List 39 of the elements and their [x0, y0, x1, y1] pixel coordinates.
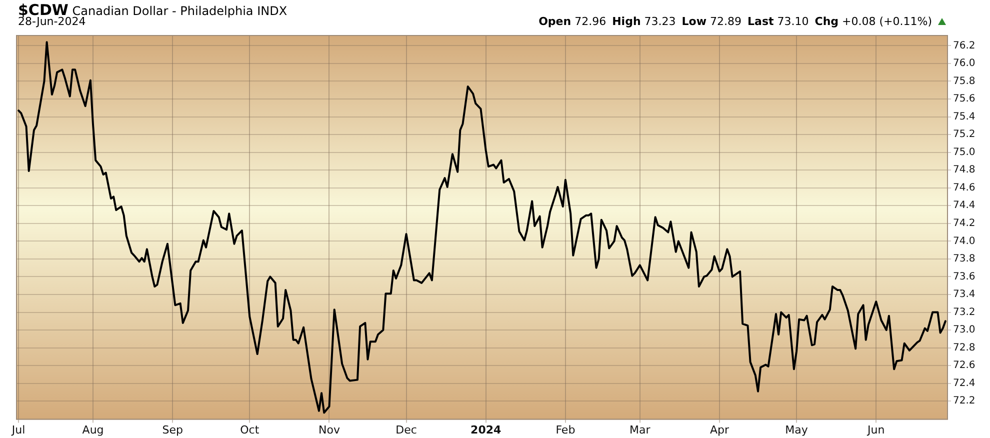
y-tick-label: 73.2	[953, 306, 976, 318]
y-tick-label: 75.4	[953, 111, 976, 122]
x-tick-label: Dec	[396, 423, 417, 436]
text: Low 72.89	[682, 15, 742, 28]
y-tick-label: 75.6	[953, 94, 976, 105]
x-tick-label: Oct	[240, 423, 260, 436]
x-tick-label: 2024	[470, 423, 502, 436]
x-tick-label: Feb	[556, 423, 576, 436]
y-tick-label: 75.0	[953, 146, 976, 158]
x-tick-label: Mar	[630, 423, 651, 436]
y-tick-label: 72.8	[953, 342, 976, 354]
text: Open 72.96	[538, 15, 606, 28]
y-tick-label: 76.0	[953, 58, 976, 70]
x-tick-label: Apr	[710, 423, 730, 436]
text: Chg +0.08 (+0.11%)	[814, 15, 932, 28]
y-tick-label: 74.6	[953, 182, 976, 194]
y-tick-label: 73.4	[953, 289, 976, 300]
x-tick-label: May	[785, 423, 808, 436]
y-tick-label: 73.6	[953, 271, 976, 282]
y-tick-label: 74.4	[953, 200, 976, 212]
text: High 73.23	[612, 15, 676, 28]
x-tick-label: Jul	[10, 423, 26, 436]
x-tick-label: Jun	[866, 423, 885, 436]
y-tick-label: 74.8	[953, 164, 976, 176]
text: Last 73.10	[748, 15, 809, 28]
y-tick-label: 75.8	[953, 76, 976, 87]
y-tick-label: 76.2	[953, 40, 976, 52]
y-tick-label: 75.2	[953, 129, 976, 140]
y-tick-label: 72.2	[953, 396, 976, 407]
y-tick-label: 74.2	[953, 218, 976, 229]
x-tick-label: Aug	[82, 423, 104, 436]
x-tick-label: Nov	[318, 423, 340, 436]
chart-subtitle: 28-Jun-2024	[18, 15, 86, 28]
y-tick-label: 73.8	[953, 254, 976, 265]
y-tick-label: 73.0	[953, 324, 976, 336]
y-tick-label: 72.6	[953, 360, 976, 372]
y-tick-label: 74.0	[953, 236, 976, 247]
x-tick-label: Sep	[162, 423, 183, 436]
y-tick-label: 72.4	[953, 378, 976, 389]
